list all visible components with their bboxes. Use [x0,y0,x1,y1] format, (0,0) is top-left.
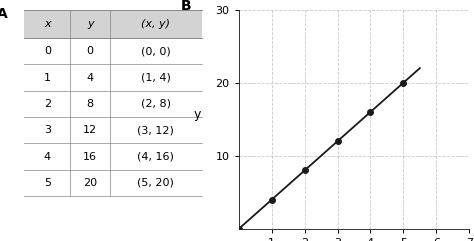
Text: (x, y): (x, y) [141,19,170,29]
Text: 12: 12 [83,125,97,135]
Text: 5: 5 [44,178,51,188]
Text: 4: 4 [44,152,51,161]
Text: 2: 2 [44,99,51,109]
Text: (0, 0): (0, 0) [141,46,171,56]
Text: 3: 3 [44,125,51,135]
Text: (5, 20): (5, 20) [137,178,174,188]
Y-axis label: y: y [193,108,201,121]
Text: x: x [44,19,51,29]
Text: 16: 16 [83,152,97,161]
Text: (4, 16): (4, 16) [137,152,174,161]
Text: A: A [0,7,8,21]
Text: 0: 0 [87,46,94,56]
Text: 8: 8 [87,99,94,109]
Text: (2, 8): (2, 8) [141,99,171,109]
Text: 4: 4 [87,73,94,83]
Text: 0: 0 [44,46,51,56]
Text: 1: 1 [44,73,51,83]
Text: (1, 4): (1, 4) [141,73,171,83]
Text: (3, 12): (3, 12) [137,125,174,135]
Text: y: y [87,19,93,29]
Text: 20: 20 [83,178,97,188]
Text: B: B [181,0,191,13]
